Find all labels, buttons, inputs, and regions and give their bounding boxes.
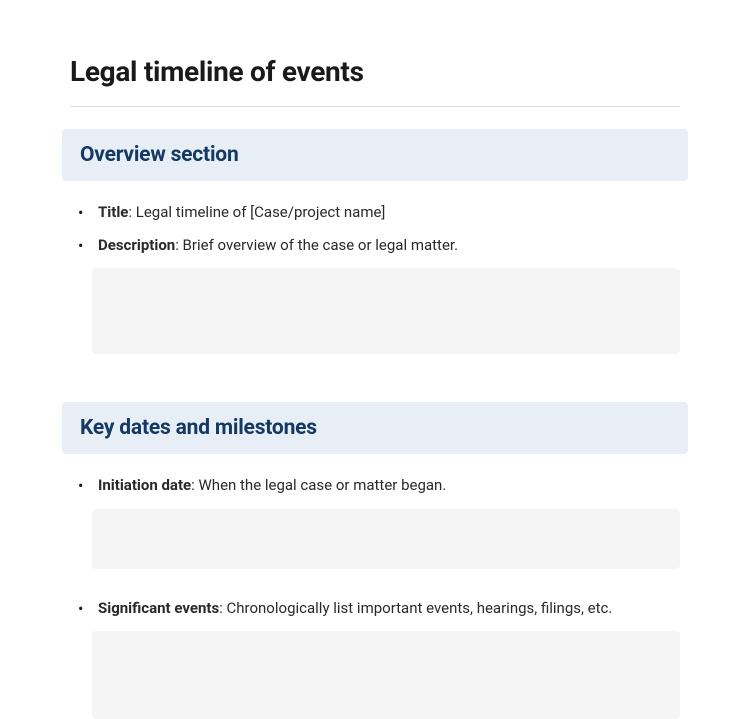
events-input-box[interactable]: [92, 631, 680, 719]
item-label: Initiation date: [98, 476, 191, 494]
page-title: Legal timeline of events: [70, 55, 680, 88]
item-label: Significant events: [98, 599, 219, 617]
keydates-list-2: Significant events: Chronologically list…: [70, 597, 680, 620]
keydates-list: Initiation date: When the legal case or …: [70, 474, 680, 497]
item-text: : Brief overview of the case or legal ma…: [175, 236, 458, 254]
item-text: : Legal timeline of [Case/project name]: [128, 203, 385, 221]
list-item: Title: Legal timeline of [Case/project n…: [70, 201, 680, 224]
section-header-overview: Overview section: [62, 129, 688, 181]
list-item: Description: Brief overview of the case …: [70, 234, 680, 257]
section-heading: Key dates and milestones: [80, 416, 670, 440]
item-label: Description: [98, 236, 175, 254]
item-text: : Chronologically list important events,…: [219, 599, 612, 617]
item-text: : When the legal case or matter began.: [191, 476, 446, 494]
title-divider: [70, 106, 680, 107]
section-header-keydates: Key dates and milestones: [62, 402, 688, 454]
item-label: Title: [98, 203, 128, 221]
initiation-input-box[interactable]: [92, 509, 680, 569]
overview-list: Title: Legal timeline of [Case/project n…: [70, 201, 680, 256]
description-input-box[interactable]: [92, 268, 680, 354]
list-item: Initiation date: When the legal case or …: [70, 474, 680, 497]
section-heading: Overview section: [80, 143, 670, 167]
list-item: Significant events: Chronologically list…: [70, 597, 680, 620]
